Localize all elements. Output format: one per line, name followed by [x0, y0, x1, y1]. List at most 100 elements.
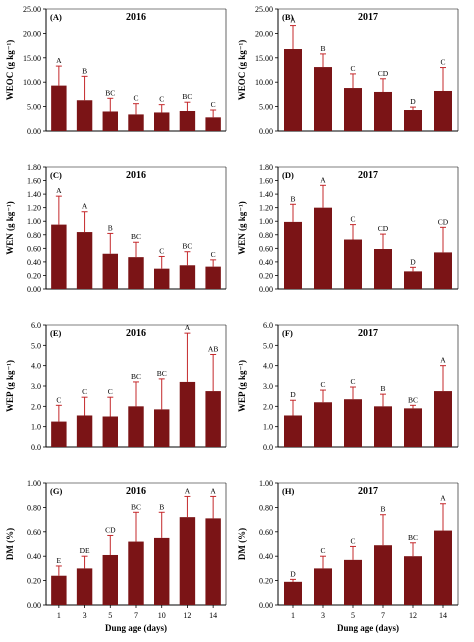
significance-letter: D — [410, 97, 416, 106]
y-tick-label: 1.00 — [27, 217, 41, 226]
y-axis-label: DM (%) — [5, 528, 15, 560]
y-axis-label: WEOC (g kg⁻¹) — [237, 40, 247, 100]
bar — [314, 67, 332, 131]
y-tick-label: 0.00 — [27, 127, 41, 136]
bar — [314, 568, 332, 605]
bar — [434, 391, 452, 447]
panel-letter: (E) — [50, 328, 62, 338]
bar — [284, 415, 302, 447]
significance-letter: C — [133, 94, 138, 103]
significance-letter: CD — [378, 69, 389, 78]
significance-letter: C — [440, 58, 445, 67]
significance-letter: BC — [131, 372, 141, 381]
significance-letter: BC — [157, 369, 167, 378]
y-tick-label: 2.0 — [31, 402, 41, 411]
bar — [205, 518, 221, 605]
bar — [205, 391, 221, 447]
y-tick-label: 1.40 — [259, 190, 273, 199]
significance-letter: D — [410, 257, 416, 266]
significance-letter: BC — [105, 88, 115, 97]
bar — [128, 257, 144, 289]
bar — [179, 265, 196, 289]
x-tick-label: 14 — [209, 611, 217, 620]
significance-letter: CD — [438, 217, 449, 226]
y-tick-label: 1.0 — [31, 423, 41, 432]
significance-letter: C — [350, 377, 355, 386]
y-tick-label: 10.00 — [23, 78, 41, 87]
chart-panel-f: 0.0 1.0 2.0 3.0 4.0 5.0 6.0 WEP (g kg⁻¹) (F) 2017… — [237, 321, 459, 452]
y-tick-label: 4.0 — [31, 362, 41, 371]
bar — [179, 517, 196, 605]
y-tick-label: 0.0 — [31, 443, 41, 452]
bar — [434, 90, 452, 131]
y-tick-label: 0.00 — [259, 127, 273, 136]
panel-title: 2016 — [126, 486, 146, 497]
bar — [314, 402, 332, 447]
bar — [434, 530, 452, 605]
y-tick-label: 0.40 — [27, 258, 41, 267]
x-tick-label: 1 — [57, 611, 61, 620]
y-tick-label: 0.80 — [27, 503, 41, 512]
bar — [154, 537, 170, 605]
panel-title: 2016 — [126, 12, 146, 23]
y-tick-label: 5.00 — [27, 103, 41, 112]
y-tick-label: 0.00 — [27, 601, 41, 610]
y-axis-label: DM (%) — [237, 528, 247, 560]
y-tick-label: 0.80 — [27, 231, 41, 240]
y-tick-label: 4.0 — [263, 362, 273, 371]
y-tick-label: 25.00 — [23, 5, 41, 14]
significance-letter: C — [350, 536, 355, 545]
panel-letter: (H) — [282, 486, 294, 496]
y-tick-label: 0.40 — [259, 258, 273, 267]
significance-letter: C — [211, 100, 216, 109]
significance-letter: C — [56, 395, 61, 404]
y-tick-label: 1.0 — [263, 423, 273, 432]
y-tick-label: 0.60 — [259, 244, 273, 253]
bar — [102, 111, 118, 131]
significance-letter: C — [211, 250, 216, 259]
y-tick-label: 20.00 — [23, 29, 41, 38]
y-tick-label: 0.20 — [27, 577, 41, 586]
significance-letter: BC — [131, 232, 141, 241]
significance-letter: CD — [105, 525, 116, 534]
y-tick-label: 3.0 — [263, 382, 273, 391]
x-tick-label: 3 — [321, 611, 325, 620]
y-tick-label: 25.00 — [255, 5, 273, 14]
y-axis-label: WEP (g kg⁻¹) — [237, 360, 247, 412]
y-tick-label: 3.0 — [31, 382, 41, 391]
bar — [374, 249, 392, 289]
significance-letter: C — [108, 387, 113, 396]
significance-letter: E — [57, 556, 62, 565]
bar — [51, 85, 67, 131]
y-tick-label: 0.40 — [259, 552, 273, 561]
significance-letter: B — [380, 384, 385, 393]
chart-panel-b: 0.00 5.00 10.00 15.00 20.00 25.00 WEOC (g kg⁻¹… — [237, 5, 459, 136]
bar — [205, 117, 221, 131]
y-tick-label: 2.0 — [263, 402, 273, 411]
significance-letter: C — [159, 246, 164, 255]
bar — [179, 110, 196, 131]
chart-panel-d: 0.00 0.20 0.40 0.60 0.80 1.00 1.20 1.40 1.60 1.80… — [237, 163, 459, 294]
x-tick-label: 12 — [409, 611, 417, 620]
significance-letter: A — [56, 56, 62, 65]
panel-title: 2017 — [358, 170, 378, 181]
significance-letter: A — [320, 175, 326, 184]
significance-letter: AB — [208, 344, 218, 353]
bar — [404, 110, 422, 131]
x-axis-label: Dung age (days) — [337, 623, 399, 633]
bar — [128, 541, 144, 605]
y-tick-label: 1.80 — [27, 163, 41, 172]
panel-letter: (C) — [50, 170, 62, 180]
panel-letter: (D) — [282, 170, 294, 180]
x-tick-label: 7 — [381, 611, 385, 620]
bar — [76, 100, 93, 131]
y-tick-label: 5.0 — [263, 341, 273, 350]
y-tick-label: 0.20 — [259, 271, 273, 280]
y-tick-label: 0.00 — [259, 601, 273, 610]
bar — [344, 88, 362, 131]
significance-letter: BC — [408, 395, 418, 404]
y-tick-label: 1.00 — [27, 479, 41, 488]
significance-letter: C — [320, 380, 325, 389]
panel-letter: (G) — [50, 486, 62, 496]
bar — [374, 545, 392, 605]
